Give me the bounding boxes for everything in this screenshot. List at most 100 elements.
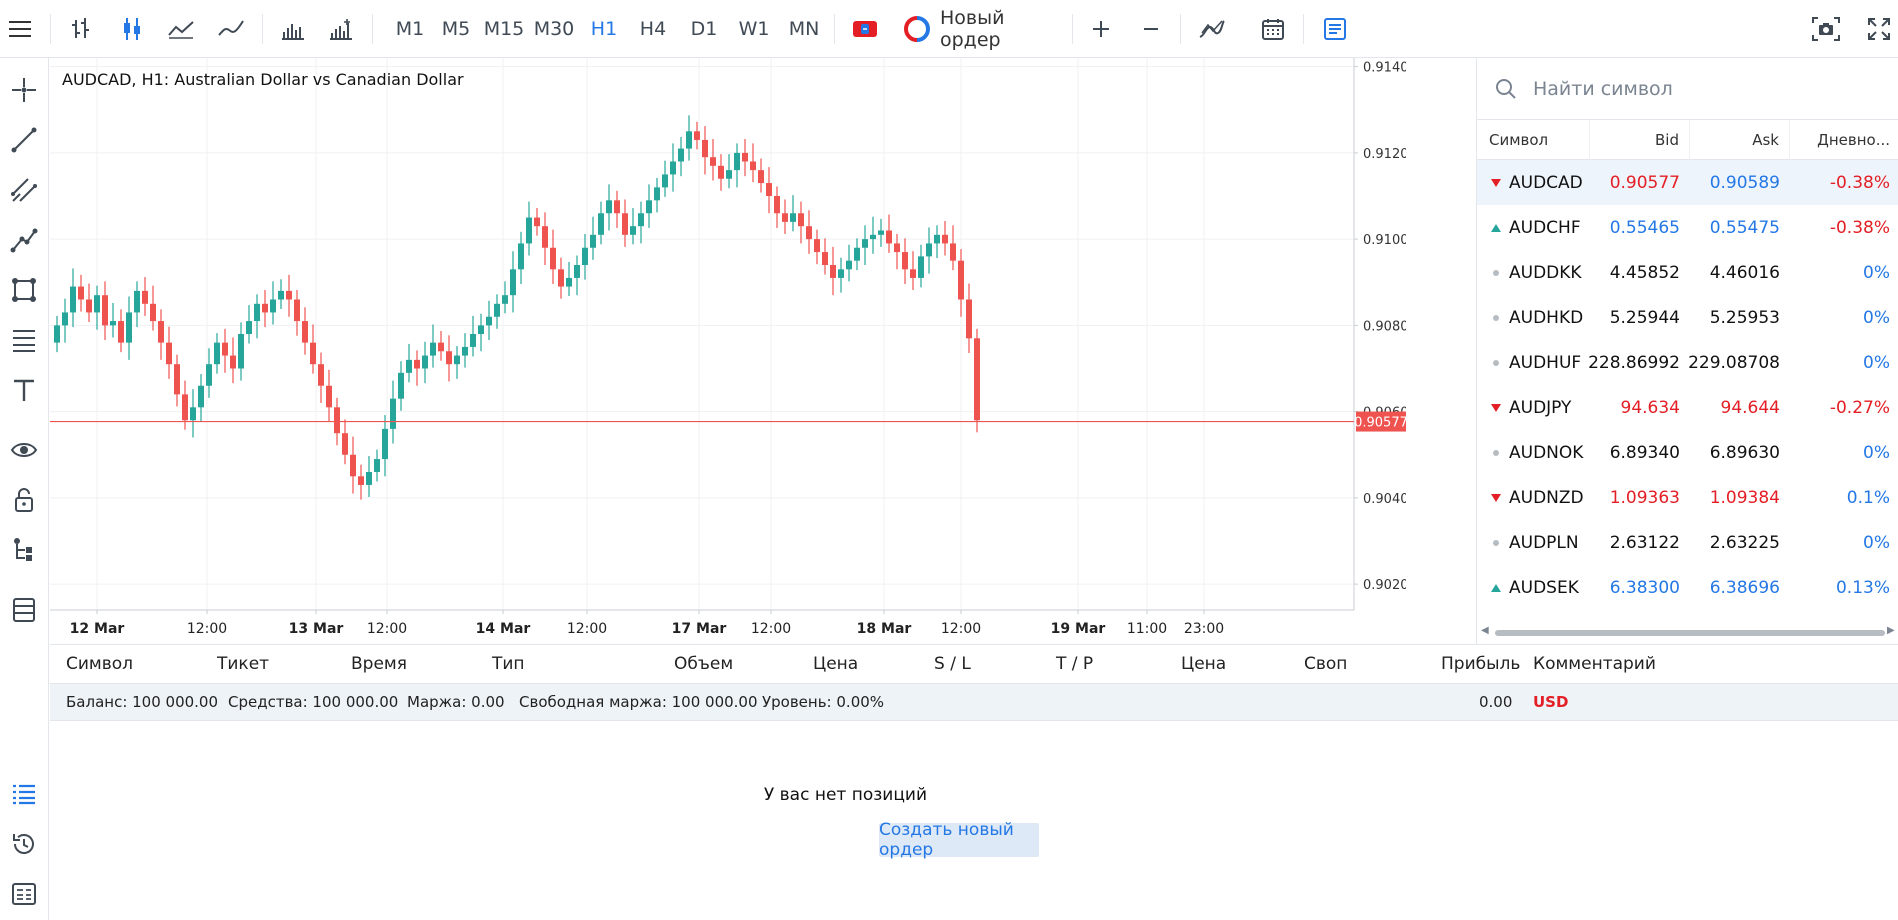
timeframe-m5[interactable]: M5 xyxy=(441,18,471,40)
symbol-name: AUDNZD xyxy=(1509,487,1584,508)
channel-icon[interactable] xyxy=(4,170,44,210)
history-icon[interactable] xyxy=(4,824,44,864)
trendline-icon[interactable] xyxy=(4,120,44,160)
timeframe-mn[interactable]: MN xyxy=(788,18,820,40)
column-price[interactable]: Цена xyxy=(813,654,859,674)
candle-down xyxy=(718,165,724,179)
trade-list-icon[interactable] xyxy=(4,774,44,814)
price-tick-label: 0.90200 xyxy=(1363,578,1406,593)
candle-down xyxy=(742,152,748,162)
bid-price: 5.25944 xyxy=(1609,307,1680,328)
column-ticket[interactable]: Тикет xyxy=(217,654,270,674)
journal-icon[interactable] xyxy=(4,874,44,914)
candlestick-icon[interactable] xyxy=(115,9,149,49)
text-icon[interactable] xyxy=(4,370,44,410)
toolbar-separator xyxy=(50,14,51,44)
fibonacci-icon[interactable] xyxy=(4,320,44,360)
candle-up xyxy=(574,265,580,278)
watchlist-row[interactable]: AUDJPY 94.634 94.644 -0.27% xyxy=(1477,385,1898,430)
timeframe-m30[interactable]: M30 xyxy=(533,18,575,40)
no-positions-message: У вас нет позиций xyxy=(763,785,927,805)
column-volume[interactable]: Объем xyxy=(674,654,734,674)
column-ask[interactable]: Ask xyxy=(1690,119,1790,160)
column-stop-loss[interactable]: S / L xyxy=(934,654,971,674)
candle-down xyxy=(334,407,340,434)
visibility-icon[interactable] xyxy=(4,430,44,470)
scroll-right-icon[interactable]: ▶ xyxy=(1887,625,1895,636)
fullscreen-icon[interactable] xyxy=(1862,9,1896,49)
time-tick-label: 12 Mar xyxy=(70,621,125,637)
create-order-button[interactable]: Создать новый ордер xyxy=(879,820,1039,860)
line-chart-icon[interactable] xyxy=(164,9,198,49)
watchlist-row[interactable]: AUDNOK 6.89340 6.89630 0% xyxy=(1477,430,1898,475)
column-symbol[interactable]: Символ xyxy=(1477,119,1590,160)
candle-down xyxy=(958,260,964,300)
scroll-left-icon[interactable]: ◀ xyxy=(1481,625,1489,636)
column-profit[interactable]: Прибыль xyxy=(1441,654,1521,674)
watchlist-row[interactable]: AUDHUF 228.86992 229.08708 0% xyxy=(1477,340,1898,385)
column-comment[interactable]: Комментарий xyxy=(1533,654,1656,674)
timeframe-m1[interactable]: M1 xyxy=(395,18,425,40)
bid-price: 0.90577 xyxy=(1609,172,1680,193)
timeframe-m15[interactable]: M15 xyxy=(483,18,525,40)
tick-volume-icon[interactable] xyxy=(324,9,358,49)
column-daily-change[interactable]: Дневно... xyxy=(1817,130,1890,149)
column-symbol[interactable]: Символ xyxy=(66,654,134,674)
timeframe-h1[interactable]: H1 xyxy=(590,18,618,40)
candle-up xyxy=(422,355,428,369)
time-tick-label: 18 Mar xyxy=(857,621,912,637)
watchlist-row[interactable]: AUDSEK 6.38300 6.38696 0.13% xyxy=(1477,565,1898,610)
calendar-icon[interactable] xyxy=(1256,9,1290,49)
candle-down xyxy=(174,364,180,395)
watchlist-row[interactable]: AUDPLN 2.63122 2.63225 0% xyxy=(1477,520,1898,565)
shapes-icon[interactable] xyxy=(4,270,44,310)
objects-tree-icon[interactable] xyxy=(4,530,44,570)
ask-price: 0.90589 xyxy=(1709,172,1780,193)
order-book-icon[interactable] xyxy=(1318,9,1352,49)
column-type[interactable]: Тип xyxy=(492,654,525,674)
zoom-out-icon[interactable] xyxy=(1134,9,1168,49)
zoom-in-icon[interactable] xyxy=(1084,9,1118,49)
spline-chart-icon[interactable] xyxy=(214,9,248,49)
trade-panel: Символ Тикет Время Тип Объем Цена S / L … xyxy=(50,644,1898,920)
timeframe-w1[interactable]: W1 xyxy=(738,18,770,40)
candle-down xyxy=(942,234,948,244)
watchlist-row[interactable]: AUDCHF 0.55465 0.55475 -0.38% xyxy=(1477,205,1898,250)
crosshair-icon[interactable] xyxy=(4,70,44,110)
column-swap[interactable]: Своп xyxy=(1304,654,1348,674)
screenshot-icon[interactable] xyxy=(1808,9,1844,49)
candle-down xyxy=(118,321,124,343)
watchlist-scrollbar[interactable] xyxy=(1495,630,1885,636)
menu-icon[interactable] xyxy=(2,9,38,49)
candle-up xyxy=(662,174,668,188)
watchlist-symbol: AUDSEK xyxy=(1477,565,1590,610)
lock-icon[interactable] xyxy=(4,480,44,520)
watchlist-row[interactable]: AUDHKD 5.25944 5.25953 0% xyxy=(1477,295,1898,340)
chart-canvas[interactable]: 0.914000.912000.910000.908000.906000.904… xyxy=(50,58,1406,644)
watchlist-row[interactable]: AUDNZD 1.09363 1.09384 0.1% xyxy=(1477,475,1898,520)
volume-icon[interactable] xyxy=(276,9,310,49)
layers-icon[interactable] xyxy=(4,590,44,630)
daily-change: 0% xyxy=(1863,352,1890,373)
time-tick-label: 12:00 xyxy=(941,621,981,637)
new-order-button[interactable]: Новый ордер xyxy=(904,7,1064,51)
watchlist-row[interactable]: AUDCAD 0.90577 0.90589 -0.38% xyxy=(1477,160,1898,205)
time-tick-label: 14 Mar xyxy=(476,621,531,637)
price-chart[interactable]: 0.914000.912000.910000.908000.906000.904… xyxy=(50,58,1406,644)
watchlist-row[interactable]: AUDDKK 4.45852 4.46016 0% xyxy=(1477,250,1898,295)
candle-down xyxy=(558,269,564,287)
column-bid[interactable]: Bid xyxy=(1590,119,1690,160)
polyline-icon[interactable] xyxy=(4,220,44,260)
bar-chart-icon[interactable] xyxy=(64,9,98,49)
column-time[interactable]: Время xyxy=(351,654,407,674)
one-click-trading-icon[interactable] xyxy=(848,9,882,49)
column-take-profit[interactable]: T / P xyxy=(1056,654,1094,674)
indicators-icon[interactable] xyxy=(1194,9,1230,49)
candle-down xyxy=(814,239,820,253)
symbol-search-input[interactable] xyxy=(1531,76,1855,101)
column-current-price[interactable]: Цена xyxy=(1181,654,1227,674)
timeframe-h4[interactable]: H4 xyxy=(639,18,667,40)
timeframe-d1[interactable]: D1 xyxy=(690,18,718,40)
margin-level-value: Уровень: 0.00% xyxy=(762,693,885,711)
